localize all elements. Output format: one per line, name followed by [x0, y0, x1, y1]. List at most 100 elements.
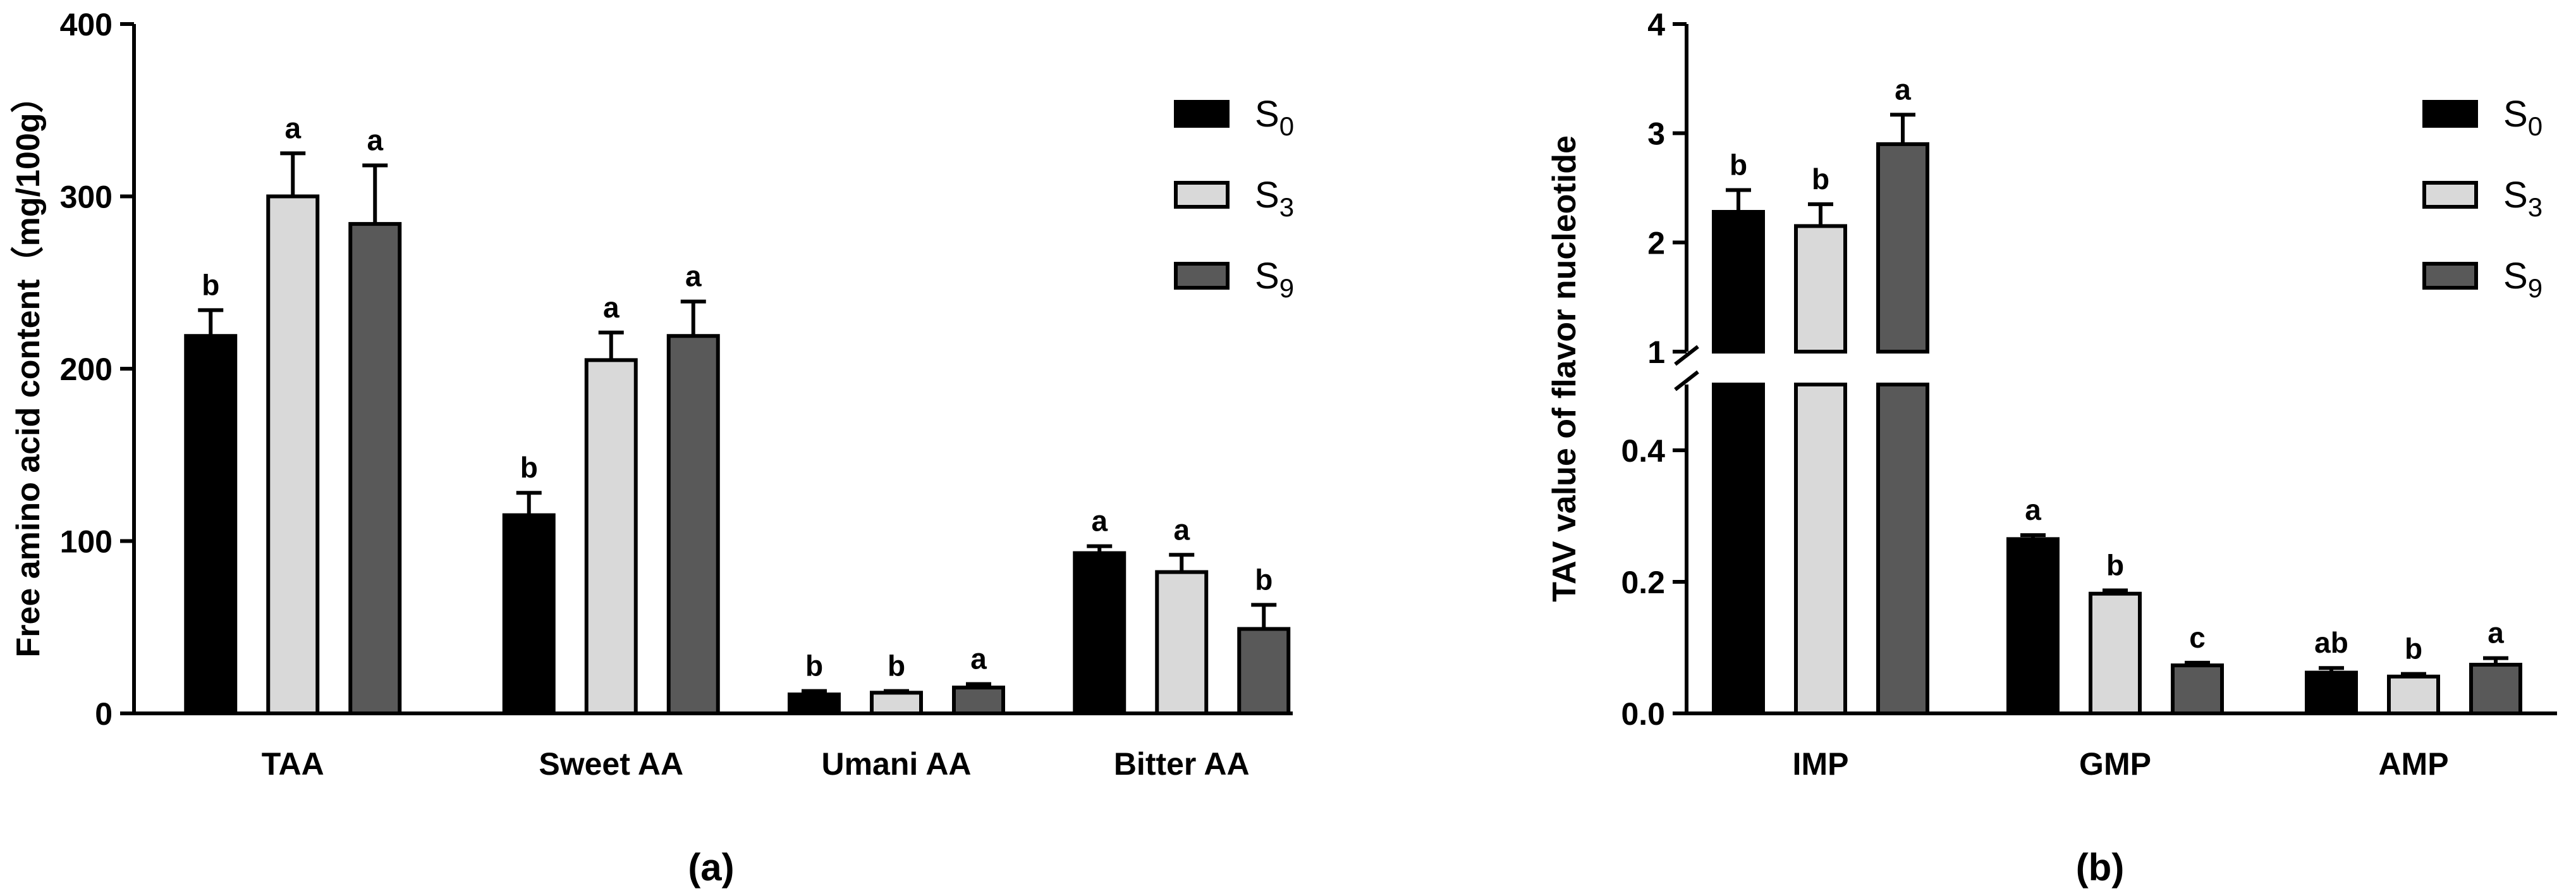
a-category-label-3: Bitter AA	[1114, 746, 1250, 782]
a-sig-letter-S0-1: b	[520, 451, 538, 484]
a-errorbar-S0-0	[198, 308, 224, 336]
b-legend-label-S0: S0	[2503, 94, 2542, 141]
a-sig-letter-S0-2: b	[805, 650, 823, 682]
b-category-label-1: GMP	[2079, 746, 2151, 782]
a-errorbar-S0-3	[1087, 544, 1113, 553]
a-bar-S0-3	[1073, 551, 1126, 716]
b-bar-S3-1	[2089, 591, 2142, 715]
a-legend-label-S9: S9	[1255, 256, 1294, 303]
a-errorbar-S0-2	[802, 689, 827, 695]
b-errorbar-S3-0	[1808, 202, 1833, 226]
a-category-label-0: TAA	[262, 746, 324, 782]
a-y-tick-label-4: 400	[60, 7, 113, 42]
b-bar-upper-S3-0	[1794, 224, 1847, 354]
a-y-tick-label-3: 300	[60, 180, 113, 215]
a-legend-swatch-S9	[1174, 262, 1230, 290]
b-panel-label: (b)	[2076, 846, 2125, 889]
b-legend-label-S3: S3	[2503, 175, 2542, 222]
a-errorbar-S3-2	[884, 689, 909, 693]
a-bar-S9-1	[666, 334, 720, 715]
a-errorbar-S9-2	[966, 682, 991, 688]
a-errorbar-S3-3	[1169, 553, 1195, 572]
b-errorbar-S0-2	[2319, 666, 2344, 673]
b-bar-upper-S9-0	[1876, 142, 1929, 354]
a-bar-S0-1	[502, 513, 556, 715]
a-bar-S0-2	[788, 693, 841, 716]
a-errorbar-S0-1	[516, 491, 542, 515]
a-legend-label-S0: S0	[1255, 94, 1294, 141]
b-bar-S3-2	[2387, 674, 2440, 716]
b-y-tick-label-lower-0: 0.0	[1621, 696, 1665, 732]
b-legend-swatch-S9	[2422, 262, 2478, 290]
b-sig-letter-S3-2: b	[2405, 632, 2422, 665]
a-bar-S9-0	[348, 222, 402, 716]
b-bar-break-gap-S3-0	[1792, 354, 1849, 383]
a-sig-letter-S0-3: a	[1091, 505, 1108, 538]
a-errorbar-S3-1	[598, 330, 624, 360]
b-y-tick-label-upper-0: 1	[1647, 335, 1665, 370]
b-errorbar-S0-1	[2020, 533, 2046, 539]
a-y-tick-label-1: 100	[60, 524, 113, 560]
a-legend-swatch-S0	[1174, 100, 1230, 128]
a-bar-S9-3	[1237, 627, 1291, 715]
a-sig-letter-S3-3: a	[1173, 513, 1190, 546]
b-legend-swatch-S3	[2422, 181, 2478, 209]
b-bar-S9-2	[2469, 663, 2522, 716]
a-errorbar-S9-0	[362, 163, 388, 225]
b-break-mark-lower	[1674, 370, 1699, 391]
a-legend-swatch-S3	[1174, 181, 1230, 209]
b-errorbar-S9-1	[2185, 660, 2210, 666]
b-errorbar-S3-1	[2103, 588, 2128, 594]
a-bar-S3-1	[584, 358, 638, 715]
a-y-tick-label-0: 0	[95, 696, 113, 732]
a-sig-letter-S3-0: a	[284, 111, 301, 144]
a-bar-S3-2	[870, 691, 923, 716]
b-bar-lower-S9-0	[1876, 383, 1929, 715]
panel-a-chart: 0 100 200 300 400 b a a TAA b a a Sweet AA b b a Umani A…	[10, 7, 1294, 889]
a-bar-S3-3	[1155, 570, 1209, 715]
a-category-label-2: Umani AA	[821, 746, 971, 782]
a-sig-letter-S9-1: a	[685, 260, 702, 293]
b-bar-lower-S0-0	[1712, 383, 1765, 715]
a-y-tick-label-2: 200	[60, 352, 113, 387]
a-sig-letter-S3-1: a	[603, 291, 620, 324]
a-errorbar-S9-3	[1251, 603, 1277, 629]
b-sig-letter-S9-2: a	[2487, 617, 2504, 650]
a-bar-S9-2	[952, 686, 1005, 715]
b-sig-letter-S3-0: b	[1812, 163, 1829, 195]
b-legend-swatch-S0	[2422, 100, 2478, 128]
a-errorbar-S9-1	[680, 299, 706, 336]
b-y-tick-label-upper-2: 3	[1647, 116, 1665, 152]
a-sig-letter-S0-0: b	[202, 268, 219, 301]
a-sig-letter-S3-2: b	[888, 650, 905, 682]
b-bar-S0-2	[2305, 670, 2358, 716]
b-sig-letter-S3-1: b	[2106, 549, 2124, 582]
b-y-tick-label-lower-1: 0.2	[1621, 565, 1665, 600]
b-errorbar-S9-0	[1890, 113, 1915, 144]
b-bar-break-gap-S0-0	[1710, 354, 1767, 383]
b-y-tick-label-lower-2: 0.4	[1621, 433, 1665, 469]
b-y-axis-title: TAV value of flavor nucleotide	[1546, 135, 1583, 602]
a-sig-letter-S9-2: a	[970, 643, 987, 675]
b-sig-letter-S9-0: a	[1895, 73, 1911, 106]
a-category-label-1: Sweet AA	[539, 746, 683, 782]
a-bar-S0-0	[184, 334, 238, 715]
b-errorbar-S9-2	[2483, 656, 2508, 665]
b-bar-upper-S0-0	[1712, 209, 1765, 354]
b-y-tick-label-upper-1: 2	[1647, 225, 1665, 261]
b-legend-label-S9: S9	[2503, 256, 2542, 303]
a-panel-label: (a)	[688, 846, 734, 889]
b-category-label-2: AMP	[2378, 746, 2448, 782]
b-sig-letter-S0-1: a	[2025, 493, 2041, 526]
b-bar-lower-S3-0	[1794, 383, 1847, 715]
a-sig-letter-S9-0: a	[367, 123, 383, 156]
b-errorbar-S0-0	[1726, 188, 1751, 212]
b-y-tick-label-upper-3: 4	[1647, 7, 1665, 42]
a-y-axis-title: Free amino acid content（mg/100g）	[10, 80, 47, 657]
b-break-mark-upper	[1674, 345, 1699, 366]
a-sig-letter-S9-3: b	[1255, 563, 1273, 596]
b-bar-S9-1	[2171, 663, 2224, 715]
b-bar-break-gap-S9-0	[1874, 354, 1931, 383]
